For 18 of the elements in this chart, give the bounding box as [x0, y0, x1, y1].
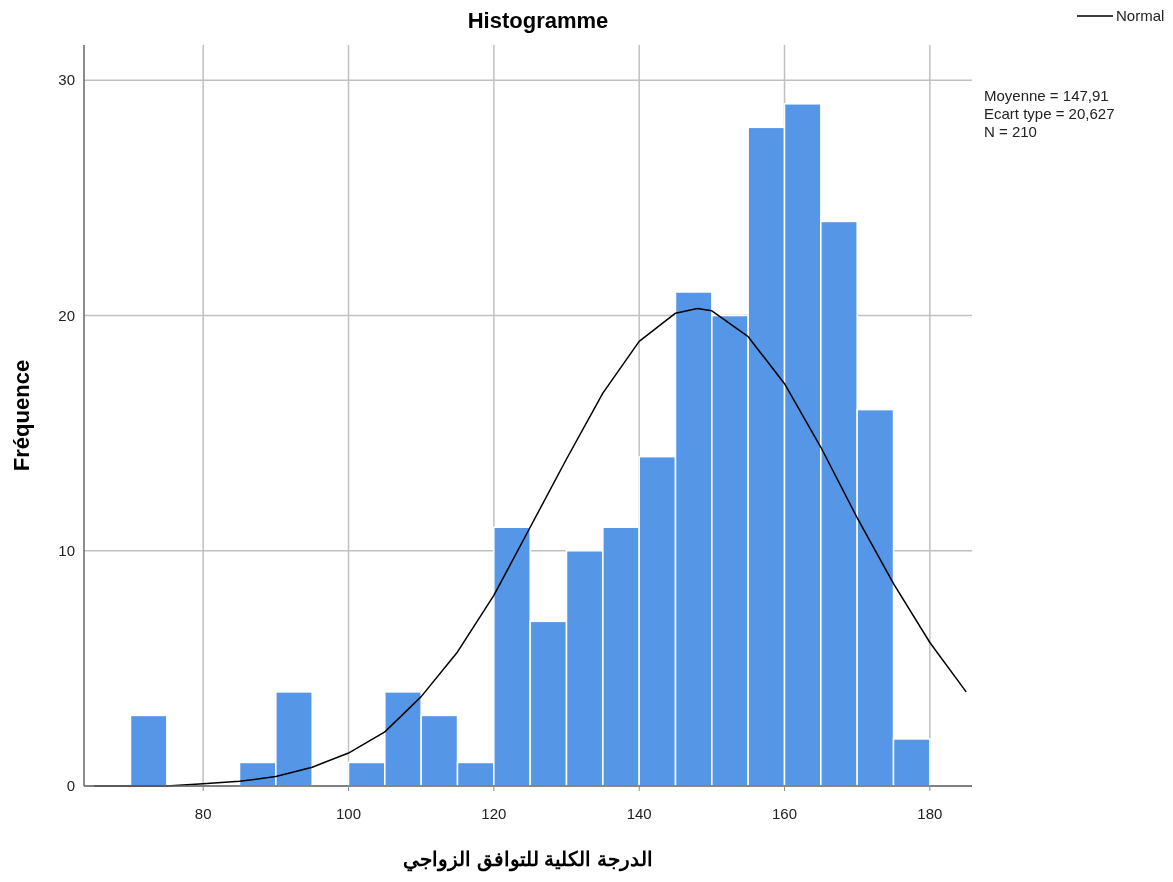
- y-axis-title: Fréquence: [9, 359, 34, 472]
- y-tick-label: 30: [58, 71, 75, 89]
- x-tick-label: 140: [626, 805, 652, 822]
- x-tick-label: 120: [481, 805, 507, 822]
- legend: Normal: [1076, 7, 1165, 24]
- text: N = 210: [984, 123, 1037, 140]
- x-axis-title: الدرجة الكلية للتوافق الزواجي: [403, 848, 653, 872]
- y-tick-label: 20: [58, 306, 75, 324]
- text: Ecart type = 20,627: [984, 105, 1115, 122]
- x-tick-label: 160: [772, 805, 798, 822]
- x-tick-label: 100: [336, 805, 362, 822]
- x-tick-label: 80: [194, 805, 212, 822]
- legend-label: Normal: [1116, 7, 1165, 24]
- y-tick-label: 10: [58, 541, 75, 559]
- x-tick-label: 180: [917, 805, 943, 822]
- y-tick-label: 0: [66, 777, 75, 794]
- text: Moyenne = 147,91: [984, 87, 1109, 104]
- chart-title: Histogramme: [467, 8, 609, 33]
